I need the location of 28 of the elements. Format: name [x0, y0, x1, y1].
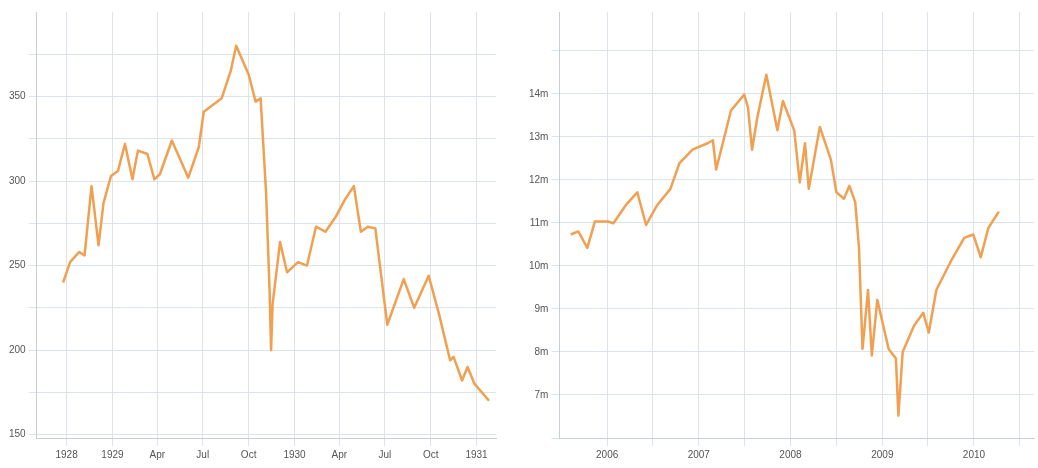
x-tick-label: 2008	[779, 448, 803, 460]
y-tick-label: 11m	[529, 216, 549, 228]
y-tick-label: 350	[9, 90, 27, 102]
x-tick-label: 1930	[283, 448, 307, 460]
y-tick-label: 13m	[529, 130, 549, 142]
y-tick-label: 200	[9, 343, 27, 355]
x-tick-label: Apr	[149, 448, 166, 460]
x-tick-label: Oct	[422, 448, 439, 460]
y-tick-label: 12m	[529, 173, 549, 185]
x-tick-label: Jul	[196, 448, 210, 460]
x-tick-label: 1929	[101, 448, 125, 460]
y-tick-label: 250	[9, 259, 27, 271]
x-tick-label: 2007	[687, 448, 711, 460]
x-tick-label: Apr	[331, 448, 348, 460]
x-tick-label: Jul	[378, 448, 392, 460]
x-tick-label: 1928	[55, 448, 79, 460]
y-tick-label: 14m	[529, 87, 549, 99]
y-tick-label: 300	[9, 174, 27, 186]
x-tick-label: 2009	[871, 448, 894, 460]
x-tick-label: 2010	[962, 448, 986, 460]
x-tick-label: 2006	[596, 448, 619, 460]
y-tick-label: 7m	[534, 388, 549, 400]
y-tick-label: 10m	[529, 259, 549, 271]
x-tick-label: 1931	[465, 448, 489, 460]
x-tick-label: Oct	[240, 448, 257, 460]
y-tick-label: 8m	[534, 345, 549, 357]
y-tick-label: 9m	[534, 302, 549, 314]
y-tick-label: 150	[9, 428, 27, 440]
